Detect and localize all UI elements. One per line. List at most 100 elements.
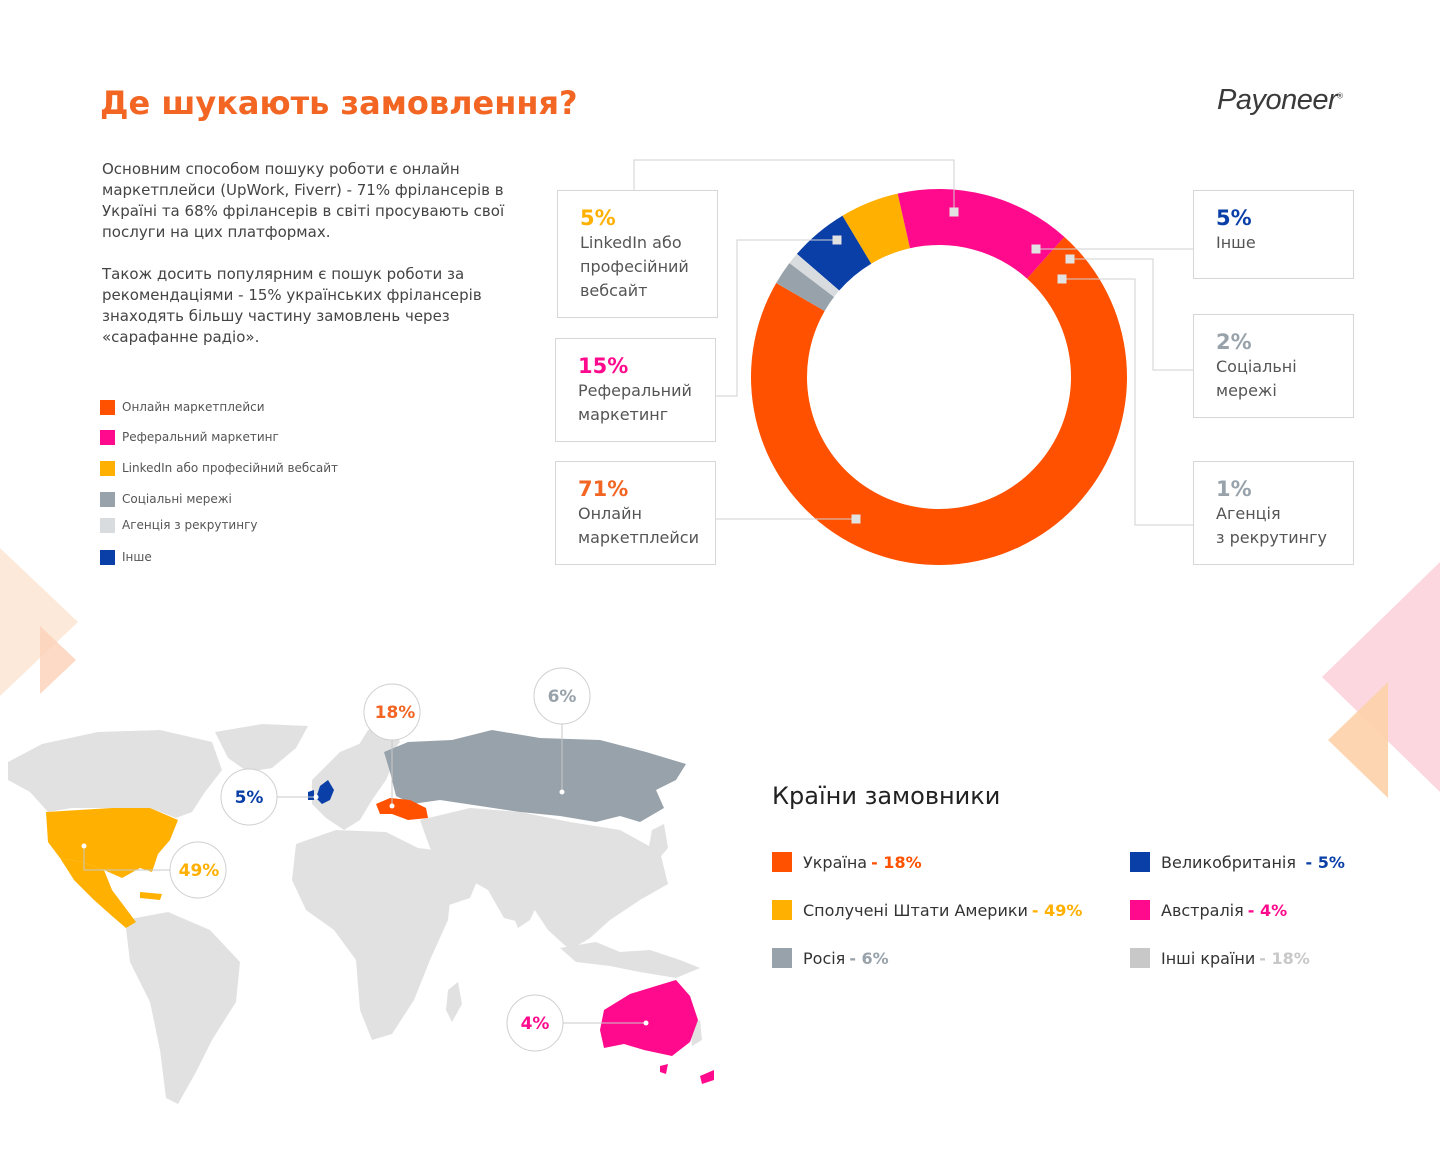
page-title: Де шукають замовлення?	[100, 84, 578, 122]
callout-label: LinkedIn або професійний вебсайт	[580, 233, 689, 300]
callout-marker	[949, 207, 959, 217]
bubble-russia: 6%	[533, 667, 591, 725]
callout-box: 15% Реферальний маркетинг	[555, 338, 716, 442]
legend-label: Реферальний маркетинг	[122, 430, 279, 444]
legend-item: Агенція з рекрутингу	[100, 517, 257, 533]
dot-russia	[559, 789, 565, 795]
legend-item: Соціальні мережі	[100, 491, 232, 507]
country-value: - 18%	[871, 852, 922, 872]
country-value: - 6%	[849, 948, 889, 968]
map-australia	[600, 980, 698, 1056]
country-swatch	[1130, 948, 1150, 968]
bubble-russia-label: 6%	[548, 687, 577, 707]
country-item: Сполучені Штати Америки - 49%	[772, 900, 1082, 920]
callout-marker	[1065, 254, 1075, 264]
country-swatch	[772, 948, 792, 968]
country-swatch	[772, 900, 792, 920]
callout-leader-line	[716, 239, 837, 397]
dot-ukraine	[389, 803, 395, 809]
map-ireland	[308, 790, 314, 800]
legend-item: LinkedIn або професійний вебсайт	[100, 460, 338, 476]
callout-percent: 2%	[1216, 330, 1252, 354]
world-map: 18% 6% 5% 49% 4%	[8, 667, 714, 1104]
bubble-ukraine: 18%	[363, 683, 421, 741]
callout-box: 2% Соціальні мережі	[1193, 314, 1354, 418]
legend-swatch	[100, 429, 115, 445]
map-land	[8, 722, 702, 1104]
map-greenland	[215, 724, 308, 772]
legend-label: LinkedIn або професійний вебсайт	[122, 461, 339, 475]
callout-marker	[1031, 244, 1041, 254]
intro-paragraph-1: Основним способом пошуку роботи є онлайн…	[102, 160, 505, 241]
callout-leader-line	[1070, 258, 1193, 371]
callout-marker	[851, 514, 861, 524]
map-ukraine	[376, 798, 428, 820]
country-name: Україна	[803, 852, 868, 872]
legend-label: Агенція з рекрутингу	[122, 518, 258, 532]
legend-label: Соціальні мережі	[122, 492, 232, 506]
country-item: Інші країни - 18%	[1130, 948, 1310, 968]
bubble-uk-label: 5%	[235, 788, 264, 808]
map-leader-lines	[83, 724, 646, 1024]
callout-label: Інше	[1216, 233, 1256, 252]
bubble-australia-label: 4%	[521, 1014, 550, 1034]
decor-triangle-left-small	[40, 626, 76, 694]
country-swatch	[1130, 852, 1150, 872]
dot-australia	[643, 1020, 649, 1026]
country-swatch	[772, 852, 792, 872]
decor-triangle-right-small	[1328, 682, 1388, 798]
donut-slice	[750, 236, 1127, 565]
dot-uk	[313, 794, 319, 800]
country-value: - 4%	[1247, 900, 1288, 920]
country-item: Україна - 18%	[772, 852, 922, 872]
callout-label: Соціальні мережі	[1216, 357, 1297, 400]
map-south-america	[125, 912, 240, 1104]
map-tasmania	[660, 1064, 668, 1074]
map-caribbean	[140, 892, 162, 900]
country-name: Сполучені Штати Америки	[803, 900, 1028, 920]
map-russia	[384, 730, 686, 822]
payoneer-logo: Payoneer®	[1217, 84, 1343, 116]
map-canada	[8, 730, 222, 818]
map-middle-east-asia	[420, 808, 668, 950]
legend-label: Інше	[122, 550, 152, 564]
callout-percent: 5%	[1216, 206, 1252, 230]
donut-slice	[789, 253, 840, 298]
callout-percent: 15%	[578, 354, 629, 378]
map-mexico-central-america	[60, 858, 136, 928]
legend-item: Інше	[100, 549, 152, 565]
legend-swatch	[100, 517, 115, 533]
country-value: - 18%	[1259, 948, 1310, 968]
legend-item: Онлайн маркетплейси	[100, 399, 265, 415]
country-value: - 49%	[1031, 900, 1083, 920]
bubble-usa: 49%	[169, 841, 227, 899]
donut-slice	[842, 193, 910, 264]
callout-leader-line	[1062, 278, 1193, 526]
legend-swatch	[100, 491, 115, 507]
countries-title: Країни замовники	[772, 782, 1001, 810]
country-name: Інші країни	[1161, 948, 1256, 968]
callout-marker	[832, 235, 842, 245]
callout-label: Реферальний маркетинг	[578, 381, 692, 424]
callout-box: 5% Інше	[1193, 190, 1354, 279]
country-swatch	[1130, 900, 1150, 920]
bubble-usa-label: 49%	[179, 861, 220, 881]
legend-swatch	[100, 399, 115, 415]
callout-percent: 1%	[1216, 477, 1252, 501]
callout-label: Агенція з рекрутингу	[1216, 504, 1327, 547]
country-value: - 5%	[1299, 852, 1345, 872]
callout-box: 71% Онлайн маркетплейси	[555, 461, 716, 565]
map-uk	[316, 780, 334, 804]
country-item: Австралія - 4%	[1130, 900, 1287, 920]
bubble-ukraine-label: 18%	[375, 703, 416, 723]
map-africa	[292, 830, 452, 1040]
map-usa	[46, 808, 178, 878]
callout-marker	[1057, 274, 1067, 284]
callout-box: 1% Агенція з рекрутингу	[1193, 461, 1354, 565]
bubble-uk: 5%	[220, 768, 278, 826]
callout-box: 5% LinkedIn або професійний вебсайт	[557, 190, 718, 318]
donut-slice	[796, 215, 872, 291]
map-japan	[648, 824, 668, 862]
intro-paragraph-2: Також досить популярним є пошук роботи з…	[102, 265, 482, 346]
logo-text: Payoneer	[1217, 84, 1338, 116]
